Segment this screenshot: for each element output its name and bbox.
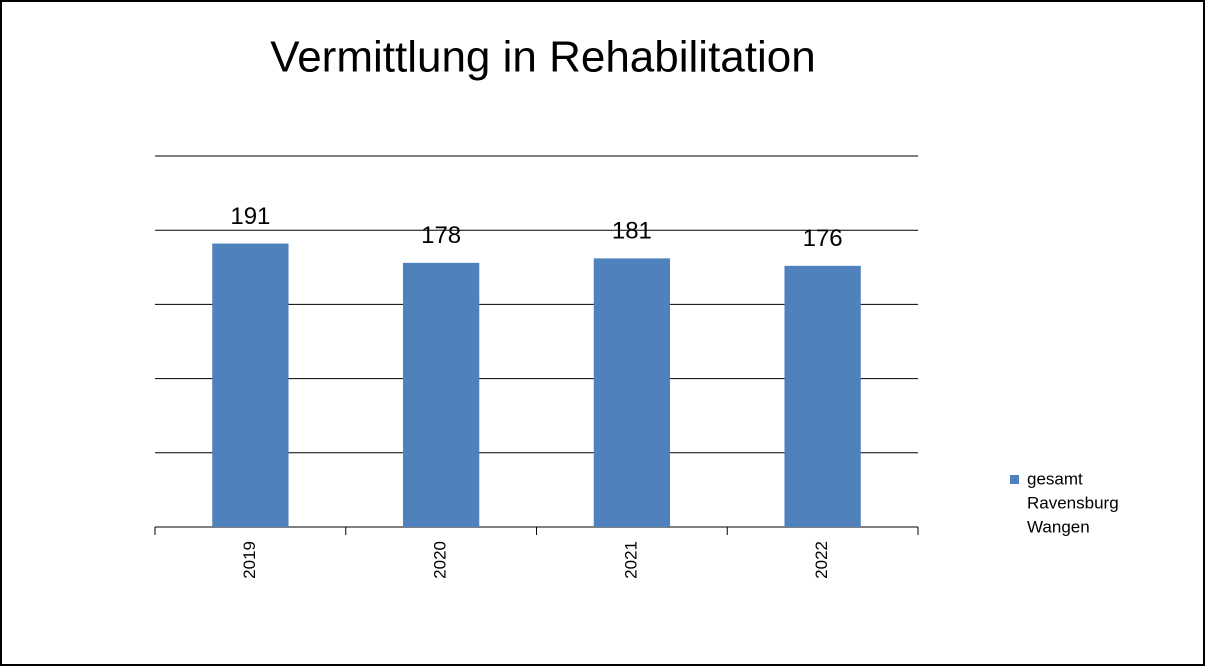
data-label: 181 xyxy=(612,218,652,245)
x-tick-label: 2022 xyxy=(812,541,831,579)
bar xyxy=(593,258,671,527)
data-label: 191 xyxy=(230,203,270,230)
legend-label: gesamt xyxy=(1027,469,1083,488)
legend-swatch xyxy=(1010,475,1019,484)
x-tick-label: 2019 xyxy=(240,541,259,579)
x-tick-label: 2021 xyxy=(621,541,640,579)
legend-label: Ravensburg xyxy=(1027,493,1119,512)
bar xyxy=(784,265,861,527)
chart-title: Vermittlung in Rehabilitation xyxy=(270,33,815,82)
legend-label: Wangen xyxy=(1027,517,1090,536)
data-label: 178 xyxy=(421,222,461,249)
bar xyxy=(212,243,289,527)
data-label: 176 xyxy=(803,225,843,252)
bar xyxy=(402,262,480,527)
x-tick-label: 2020 xyxy=(431,541,450,579)
